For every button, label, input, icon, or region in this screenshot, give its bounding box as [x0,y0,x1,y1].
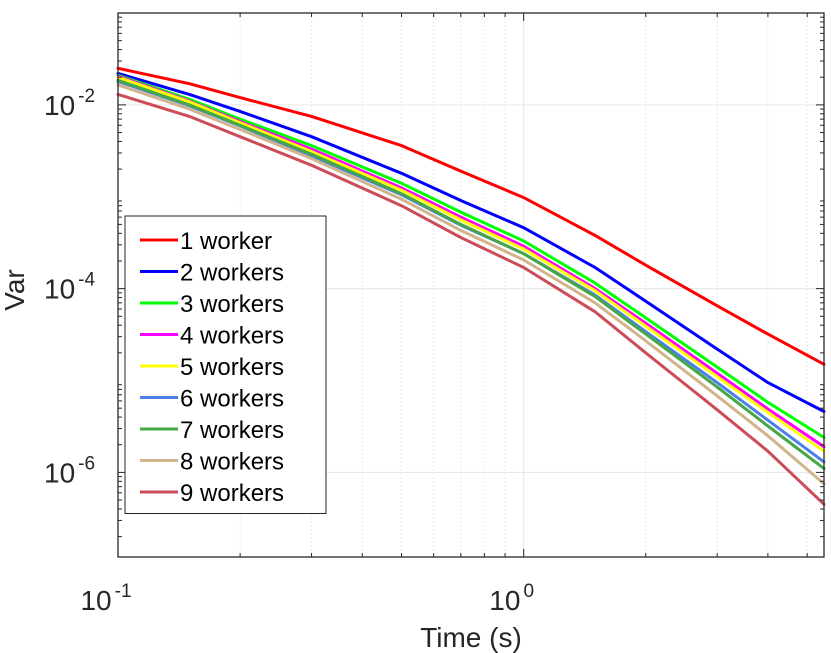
y-tick-label: 10 -4 [44,270,95,305]
x-tick-label: 10 -1 [80,581,131,616]
y-axis-title: Var [0,269,30,311]
legend-label: 5 workers [180,354,284,381]
y-tick-label: 10 -6 [44,453,95,488]
x-tick-label: 10 0 [489,581,534,616]
legend-label: 6 workers [180,386,284,413]
series-line-9 [116,92,826,506]
series-line-1 [116,66,826,366]
series-line-2 [116,71,826,413]
legend-label: 9 workers [180,480,284,507]
series-line-7 [116,78,826,471]
legend: 1 worker 2 workers 3 workers 4 workers 5 wor… [124,215,327,514]
series-line-3 [116,73,826,439]
legend-label: 4 workers [180,323,284,350]
legend-label: 2 workers [180,260,284,287]
y-tick-label: 10 -2 [44,86,95,121]
legend-label: 8 workers [180,449,284,476]
legend-label: 7 workers [180,417,284,444]
series-lines [116,66,826,506]
series-line-8 [116,83,826,486]
x-axis-title: Time (s) [420,622,522,653]
series-line-5 [116,75,826,453]
plot-frame [117,12,825,558]
legend-label: 1 worker [180,228,272,255]
legend-label: 3 workers [180,291,284,318]
